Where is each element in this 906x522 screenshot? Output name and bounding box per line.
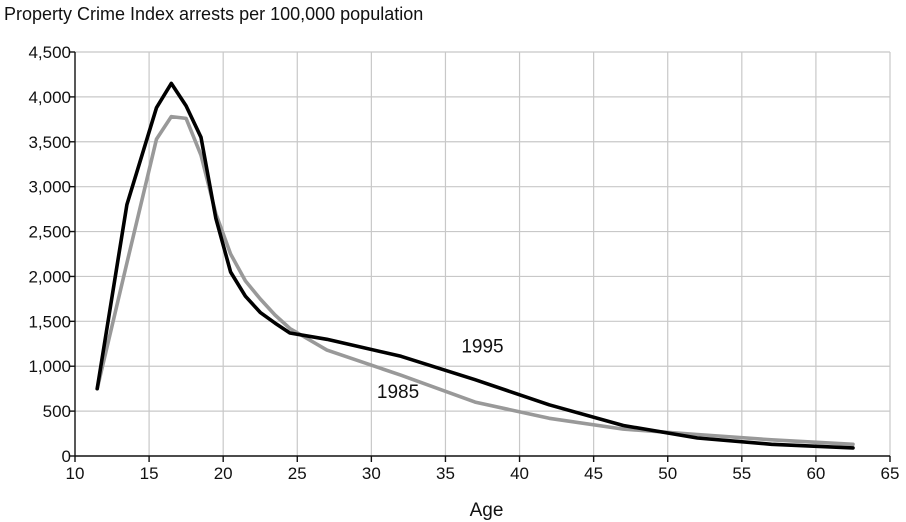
- chart-title: Property Crime Index arrests per 100,000…: [4, 4, 424, 24]
- y-tick-label: 500: [43, 402, 71, 421]
- x-tick-label: 55: [732, 464, 751, 483]
- y-tick-label: 3,500: [28, 133, 71, 152]
- y-tick-label: 4,500: [28, 43, 71, 62]
- y-tick-label: 1,500: [28, 312, 71, 331]
- x-tick-label: 10: [66, 464, 85, 483]
- x-tick-label: 65: [881, 464, 900, 483]
- y-tick-label: 0: [62, 447, 71, 466]
- x-axis-label: Age: [470, 500, 504, 521]
- x-tick-label: 50: [658, 464, 677, 483]
- y-tick-label: 1,000: [28, 357, 71, 376]
- axes: [69, 51, 891, 462]
- x-tick-label: 20: [214, 464, 233, 483]
- grid: [75, 51, 891, 456]
- series-label-1985: 1985: [377, 382, 419, 403]
- x-tick-label: 35: [436, 464, 455, 483]
- series-label-1995: 1995: [461, 336, 503, 357]
- x-tick-label: 40: [510, 464, 529, 483]
- y-tick-label: 4,000: [28, 88, 71, 107]
- y-tick-label: 2,500: [28, 223, 71, 242]
- y-tick-label: 2,000: [28, 267, 71, 286]
- annotations: 1995 1985: [377, 336, 504, 403]
- y-tick-label: 3,000: [28, 178, 71, 197]
- x-tick-label: 30: [362, 464, 381, 483]
- series-line-1985: [95, 114, 855, 447]
- tick-labels: 0 500 1,000 1,500 2,000 2,500 3,000 3,500 4,000 4…: [28, 43, 899, 483]
- x-tick-label: 45: [584, 464, 603, 483]
- x-tick-label: 15: [140, 464, 159, 483]
- series-lines: [95, 81, 855, 450]
- series-line-1995: [95, 81, 855, 450]
- x-tick-label: 25: [288, 464, 307, 483]
- x-tick-label: 60: [806, 464, 825, 483]
